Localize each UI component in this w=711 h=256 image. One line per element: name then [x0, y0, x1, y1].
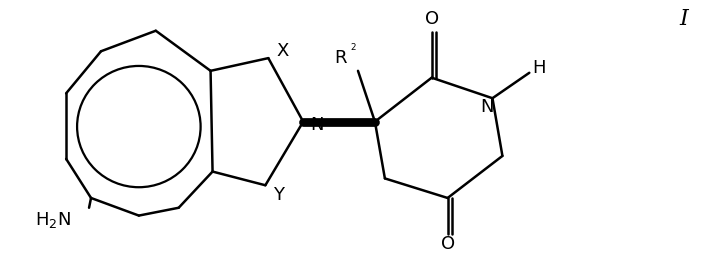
Text: N: N: [481, 98, 494, 116]
Text: H$_2$N: H$_2$N: [36, 210, 71, 230]
Text: N: N: [310, 116, 324, 134]
Text: X: X: [276, 42, 289, 60]
Text: Y: Y: [273, 186, 284, 204]
Text: O: O: [441, 235, 455, 253]
Text: $^2$: $^2$: [350, 43, 356, 56]
Text: I: I: [679, 8, 688, 30]
Text: H: H: [533, 59, 546, 77]
Text: O: O: [424, 10, 439, 28]
Text: R: R: [333, 49, 346, 67]
